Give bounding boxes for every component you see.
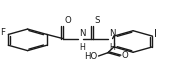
Text: I: I <box>154 29 157 39</box>
Text: F: F <box>0 28 5 37</box>
Text: N: N <box>79 29 85 38</box>
Text: S: S <box>94 16 100 25</box>
Text: HO: HO <box>84 52 98 61</box>
Text: O: O <box>64 16 71 25</box>
Text: O: O <box>121 51 128 60</box>
Text: N: N <box>109 29 115 38</box>
Text: H: H <box>109 43 115 52</box>
Text: H: H <box>79 43 85 52</box>
